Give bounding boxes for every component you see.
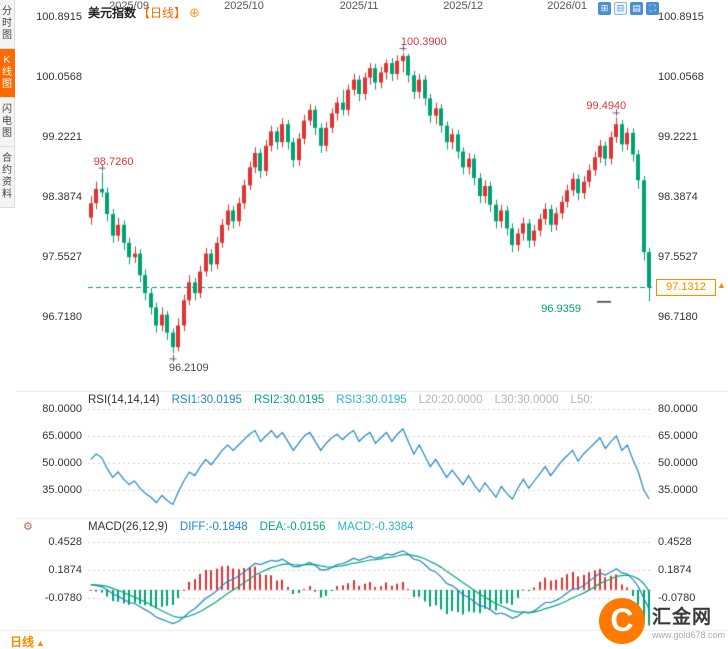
add-indicator-icon[interactable]: ⊕ <box>189 5 200 20</box>
timeframe-selector[interactable]: 日线 ▲ <box>10 633 45 649</box>
rsi-header-item: L20:20.0000 <box>418 394 483 406</box>
brand-url: www.gold678.com <box>651 630 725 640</box>
indicator-settings-icon[interactable]: ⚙ <box>23 521 33 533</box>
chart-period: 【日线】 <box>138 6 187 20</box>
timeframe-label: 日线 <box>10 635 35 649</box>
sidebar-item-kline-chart[interactable]: K线图 <box>0 49 15 98</box>
rsi-header-item: RSI3:30.0195 <box>336 394 407 406</box>
zoom-in-icon[interactable]: ⊞ <box>598 2 611 15</box>
macd-header-item: MACD(26,12,9) <box>88 521 168 533</box>
macd-indicator-header: MACD(26,12,9) DIFF:-0.1848 DEA:-0.0156 MACD… <box>88 521 426 533</box>
macd-header-item: DEA:-0.0156 <box>259 521 326 533</box>
chart-title: 美元指数 <box>88 6 137 20</box>
macd-header-item: DIFF:-0.1848 <box>179 521 248 533</box>
current-price-tag: 97.1312 <box>656 279 716 297</box>
rsi-header-item: L30:30.0000 <box>494 394 559 406</box>
macd-header-item: MACD:-0.3384 <box>337 521 414 533</box>
rsi-indicator-header: RSI(14,14,14) RSI1:30.0195 RSI2:30.0195 RSI… <box>88 394 605 406</box>
brand-logo-mark: C <box>598 598 645 644</box>
rsi-header-item: L50: <box>570 394 593 406</box>
rsi-header-item: RSI1:30.0195 <box>171 394 242 406</box>
pane-icon[interactable]: ▤ <box>630 2 643 15</box>
latest-arrow-icon[interactable]: ▲ <box>717 280 726 291</box>
fullscreen-icon[interactable]: ⛶ <box>646 2 659 15</box>
window-toolbar: ⊞ ⊟ ▤ ⛶ <box>598 2 659 15</box>
zoom-out-icon[interactable]: ⊟ <box>614 2 627 15</box>
brand-logo: C 汇金网 www.gold678.com <box>598 598 725 644</box>
sidebar-item-lightning-chart[interactable]: 闪电图 <box>0 98 15 147</box>
rsi-header-item: RSI(14,14,14) <box>88 394 160 406</box>
sidebar-item-contract-info[interactable]: 合约资料 <box>0 147 15 208</box>
sidebar: 分时图 K线图 闪电图 合约资料 <box>0 0 16 208</box>
timeframe-arrow-icon: ▲ <box>36 638 45 648</box>
sidebar-item-time-chart[interactable]: 分时图 <box>0 0 15 49</box>
brand-name: 汇金网 <box>651 607 712 628</box>
chart-header: 美元指数 【日线】 ⊕ <box>88 4 200 21</box>
rsi-header-item: RSI2:30.0195 <box>253 394 325 406</box>
